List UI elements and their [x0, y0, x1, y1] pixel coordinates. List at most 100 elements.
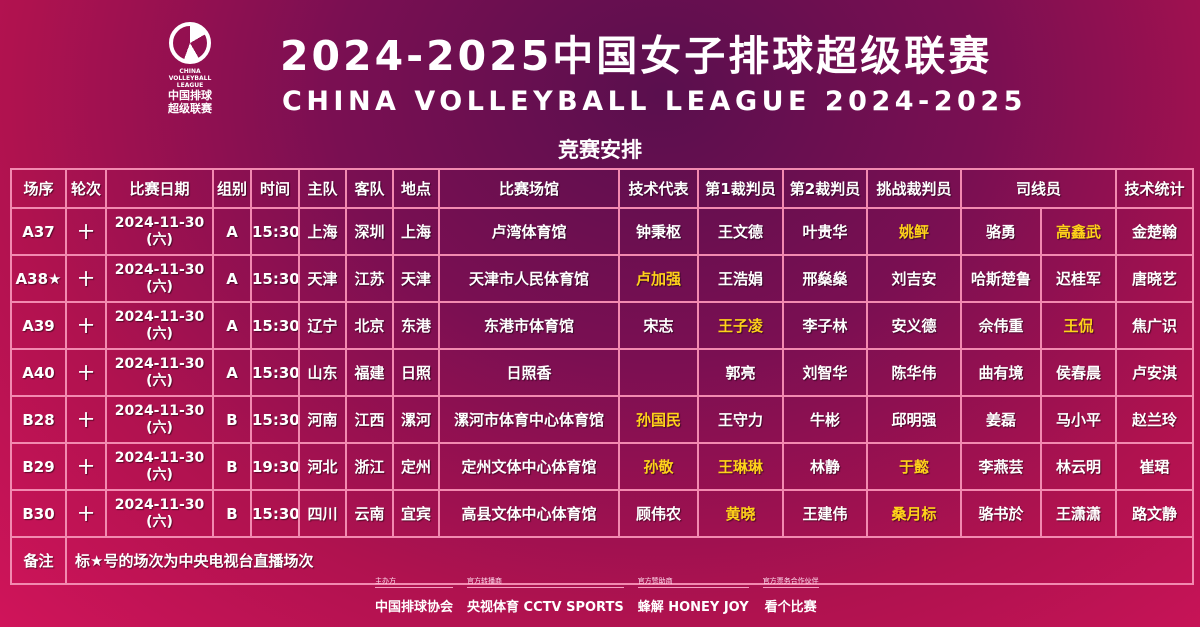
note-label: 备注	[10, 536, 67, 585]
table-cell: B29	[10, 442, 67, 491]
table-cell: 顾伟农	[618, 489, 699, 538]
match-date: 2024-11-30 (六)	[105, 348, 214, 397]
table-cell: 15:30	[250, 207, 300, 256]
table-cell: 黄晓	[697, 489, 784, 538]
table-cell: 天津	[298, 254, 347, 303]
table-cell: 河北	[298, 442, 347, 491]
table-cell: 佘伟重	[960, 301, 1042, 350]
table-cell: 钟秉枢	[618, 207, 699, 256]
table-cell: 日照	[392, 348, 440, 397]
table-cell: 浙江	[345, 442, 394, 491]
table-cell: 15:30	[250, 301, 300, 350]
column-header: 挑战裁判员	[866, 168, 962, 209]
table-cell: 日照香	[438, 348, 620, 397]
column-header: 技术统计	[1115, 168, 1195, 209]
table-cell: A40	[10, 348, 67, 397]
weekday-text: (六)	[146, 372, 173, 389]
table-cell: 骆勇	[960, 207, 1042, 256]
weekday-text: (六)	[146, 231, 173, 248]
schedule-table: 场序 轮次 比赛日期 组别 时间 主队 客队 地点 比赛场馆 技术代表 第1裁判员 第2裁判员 挑战裁判…	[10, 168, 1195, 585]
column-header: 地点	[392, 168, 440, 209]
table-cell: 林静	[782, 442, 868, 491]
table-cell: 十	[65, 301, 107, 350]
weekday-text: (六)	[146, 325, 173, 342]
sponsor-name: 中国排球协会	[375, 600, 454, 615]
table-cell: 河南	[298, 395, 347, 444]
table-cell: 刘吉安	[866, 254, 962, 303]
table-cell: 卢安淇	[1115, 348, 1195, 397]
table-cell: A	[212, 348, 252, 397]
table-cell: 王子凌	[697, 301, 784, 350]
date-text: 2024-11-30	[114, 261, 205, 278]
table-cell: 东港	[392, 301, 440, 350]
table-cell: 宋志	[618, 301, 699, 350]
column-header: 场序	[10, 168, 67, 209]
sponsor-name: 看个比赛	[764, 600, 817, 615]
table-cell: A	[212, 301, 252, 350]
table-cell: 卢湾体育馆	[438, 207, 620, 256]
table-cell: 15:30	[250, 348, 300, 397]
table-cell: 林云明	[1039, 442, 1118, 491]
table-cell: 十	[65, 489, 107, 538]
sponsor-label: 主办方	[375, 576, 454, 588]
table-cell: 19:30	[250, 442, 300, 491]
table-cell: 姜磊	[960, 395, 1042, 444]
match-date: 2024-11-30 (六)	[105, 254, 214, 303]
table-cell: 十	[65, 254, 107, 303]
table-cell	[618, 348, 699, 397]
table-cell: 金楚翰	[1115, 207, 1195, 256]
table-cell: 哈斯楚鲁	[960, 254, 1042, 303]
table-cell: 迟桂军	[1039, 254, 1118, 303]
table-cell: 福建	[345, 348, 394, 397]
page-title: 2024-2025中国女子排球超级联赛	[280, 32, 993, 80]
table-cell: 刘智华	[782, 348, 868, 397]
column-header: 客队	[345, 168, 394, 209]
table-cell: 王琳琳	[697, 442, 784, 491]
volleyball-icon	[169, 22, 211, 64]
table-cell: 上海	[392, 207, 440, 256]
sponsor-label: 官方转播商	[467, 576, 624, 588]
table-cell: 姚鲆	[866, 207, 962, 256]
table-cell: 王浩娟	[697, 254, 784, 303]
table-cell: 牛彬	[782, 395, 868, 444]
table-cell: 王文德	[697, 207, 784, 256]
table-header-row: 场序 轮次 比赛日期 组别 时间 主队 客队 地点 比赛场馆 技术代表 第1裁判员 第2裁判员 挑战裁判…	[10, 168, 1195, 209]
table-cell: 孙国民	[618, 395, 699, 444]
table-cell: 邱明强	[866, 395, 962, 444]
match-date: 2024-11-30 (六)	[105, 489, 214, 538]
date-text: 2024-11-30	[114, 355, 205, 372]
table-cell: B30	[10, 489, 67, 538]
table-cell: 十	[65, 348, 107, 397]
sponsor-name: 央视体育 CCTV SPORTS	[467, 600, 624, 615]
sponsor-footer: 主办方中国排球协会 官方转播商央视体育 CCTV SPORTS 官方赞助商 蜂解 HO…	[375, 576, 819, 626]
column-header: 第1裁判员	[697, 168, 784, 209]
table-cell: B	[212, 395, 252, 444]
table-cell: 15:30	[250, 395, 300, 444]
note-text: 标★号的场次为中央电视台直播场次	[64, 536, 1195, 585]
page-subtitle: CHINA VOLLEYBALL LEAGUE 2024-2025	[282, 86, 1027, 117]
column-header: 比赛场馆	[438, 168, 620, 209]
table-cell: 叶贵华	[782, 207, 868, 256]
table-cell: 高县文体中心体育馆	[438, 489, 620, 538]
table-cell: 深圳	[345, 207, 394, 256]
sponsor-name: 蜂解 HONEY JOY	[637, 600, 749, 615]
note-row: 备注 标★号的场次为中央电视台直播场次	[10, 536, 1195, 585]
table-cell: 天津市人民体育馆	[438, 254, 620, 303]
table-cell: B28	[10, 395, 67, 444]
weekday-text: (六)	[146, 278, 173, 295]
table-cell: 十	[65, 395, 107, 444]
table-cell: 崔珺	[1115, 442, 1195, 491]
weekday-text: (六)	[146, 466, 173, 483]
table-cell: 王潇潇	[1039, 489, 1118, 538]
weekday-text: (六)	[146, 419, 173, 436]
table-cell: 定州文体中心体育馆	[438, 442, 620, 491]
table-cell: 宜宾	[392, 489, 440, 538]
table-cell: 十	[65, 207, 107, 256]
table-row: B29 十 2024-11-30 (六) B 19:30 河北 浙江 定州 定州文体中心体育馆 孙敬…	[10, 442, 1195, 491]
column-header: 第2裁判员	[782, 168, 868, 209]
column-header: 主队	[298, 168, 347, 209]
table-cell: B	[212, 489, 252, 538]
table-cell: 四川	[298, 489, 347, 538]
date-text: 2024-11-30	[114, 449, 205, 466]
sponsor: 官方赞助商 蜂解 HONEY JOY	[637, 576, 749, 626]
